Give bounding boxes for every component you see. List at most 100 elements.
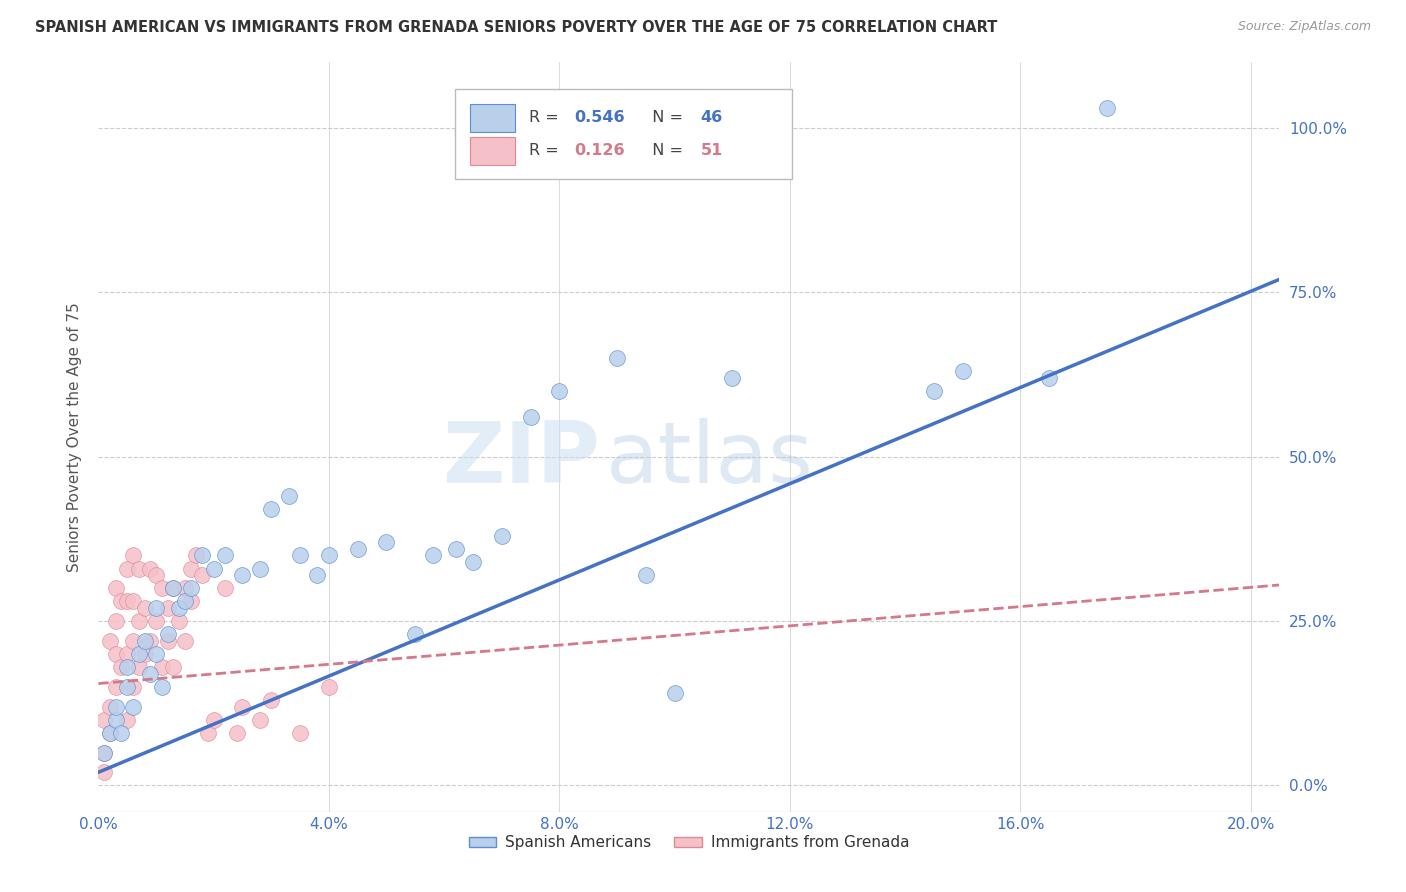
Point [115,713,138,727]
Point [139,633,162,648]
Text: ZIP: ZIP [443,418,600,501]
Point [93,713,115,727]
Point [122,680,145,694]
Point [288,726,311,740]
Text: atlas: atlas [606,418,814,501]
Point [318,549,340,563]
Point [104,680,127,694]
Text: N =: N = [641,144,688,159]
Point [104,699,127,714]
Point [98,726,121,740]
Point [288,549,311,563]
Point [197,726,219,740]
Point [491,529,513,543]
Point [115,594,138,608]
Text: 0.126: 0.126 [575,144,626,159]
Point [346,541,368,556]
Point [122,594,145,608]
Point [122,699,145,714]
Point [260,693,283,707]
Point [231,699,253,714]
Point [721,371,744,385]
Point [98,633,121,648]
Point [173,581,195,595]
Point [156,601,179,615]
Point [104,614,127,628]
Point [98,699,121,714]
Text: 46: 46 [700,111,723,126]
Point [307,568,329,582]
Point [150,581,173,595]
Point [110,594,132,608]
Point [162,581,184,595]
Bar [471,136,516,165]
Point [214,549,236,563]
Point [104,581,127,595]
Point [128,614,150,628]
Point [519,410,541,425]
Text: R =: R = [530,111,564,126]
Point [167,614,190,628]
Point [156,627,179,641]
Point [202,713,225,727]
Point [180,581,202,595]
Point [214,581,236,595]
Point [1038,371,1060,385]
Point [922,384,945,398]
Text: 0.546: 0.546 [575,111,626,126]
Point [664,686,686,700]
Text: Source: ZipAtlas.com: Source: ZipAtlas.com [1237,20,1371,33]
Point [93,746,115,760]
FancyBboxPatch shape [456,88,792,178]
Point [122,633,145,648]
Text: N =: N = [641,111,688,126]
Point [128,660,150,674]
Point [548,384,571,398]
Text: R =: R = [530,144,564,159]
Point [422,549,444,563]
Point [93,765,115,780]
Point [145,614,167,628]
Point [93,746,115,760]
Point [110,660,132,674]
Point [115,680,138,694]
Y-axis label: Seniors Poverty Over the Age of 75: Seniors Poverty Over the Age of 75 [67,302,83,572]
Point [98,726,121,740]
Point [115,647,138,661]
Point [134,647,156,661]
Point [150,680,173,694]
Point [104,647,127,661]
Point [122,549,145,563]
Point [162,660,184,674]
Point [606,351,628,366]
Point [180,594,202,608]
Point [461,555,484,569]
Point [231,568,253,582]
Point [173,633,195,648]
Point [444,541,467,556]
Point [191,568,214,582]
Point [1095,102,1118,116]
Point [191,549,214,563]
Point [225,726,247,740]
Text: SPANISH AMERICAN VS IMMIGRANTS FROM GRENADA SENIORS POVERTY OVER THE AGE OF 75 C: SPANISH AMERICAN VS IMMIGRANTS FROM GREN… [35,20,997,35]
Point [128,561,150,575]
Point [249,713,271,727]
Point [156,633,179,648]
Point [150,660,173,674]
Point [167,601,190,615]
Point [375,535,398,549]
Point [260,502,283,516]
Legend: Spanish Americans, Immigrants from Grenada: Spanish Americans, Immigrants from Grena… [463,830,915,856]
Point [952,364,974,378]
Point [634,568,657,582]
Point [249,561,271,575]
Point [180,561,202,575]
Point [318,680,340,694]
Point [162,581,184,595]
Text: 51: 51 [700,144,723,159]
Point [134,601,156,615]
Point [186,549,208,563]
Point [139,666,162,681]
Point [173,594,195,608]
